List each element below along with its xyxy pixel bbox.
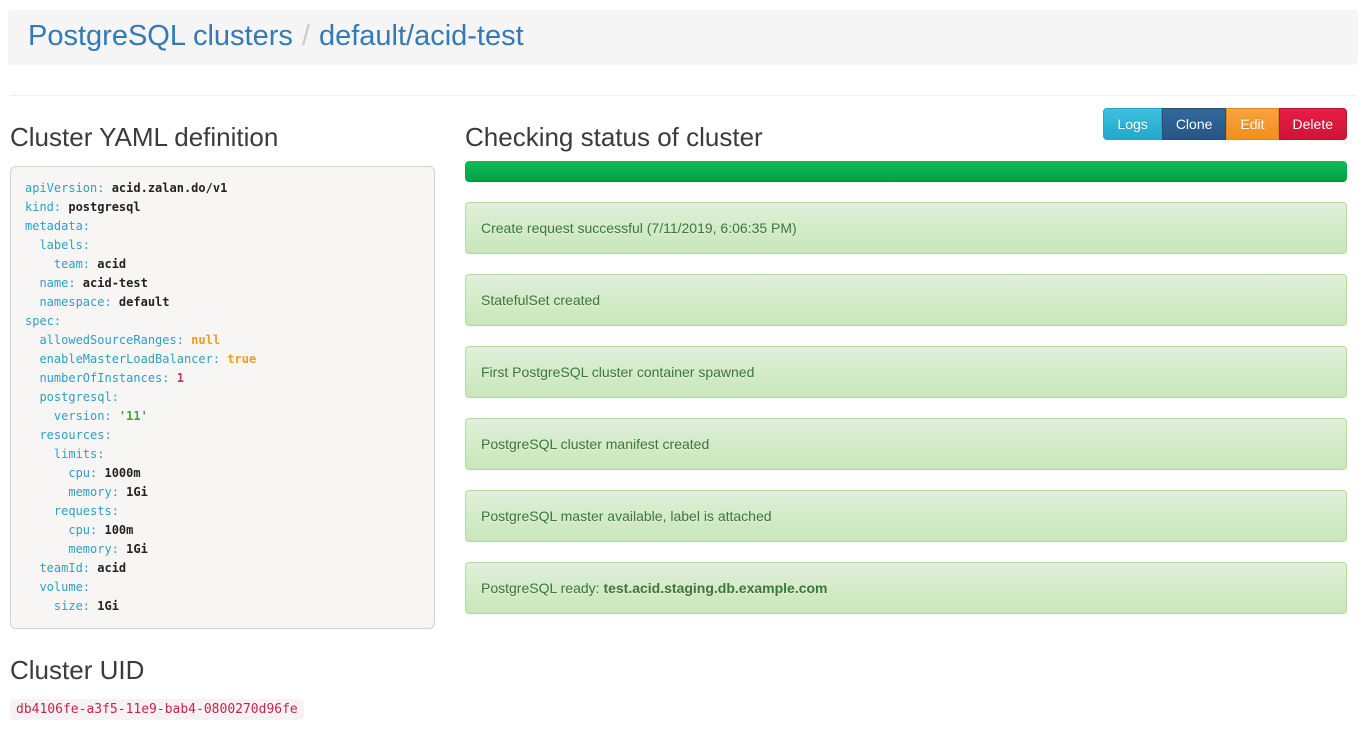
- yaml-key: allowedSourceRanges:: [25, 333, 184, 347]
- yaml-key: name:: [25, 276, 76, 290]
- yaml-value: 1Gi: [118, 485, 148, 499]
- yaml-value: acid: [90, 561, 127, 575]
- yaml-value: 1: [169, 371, 184, 385]
- breadcrumb-current-cluster-link[interactable]: default/acid-test: [318, 20, 524, 52]
- yaml-line: volume:: [25, 578, 420, 597]
- breadcrumb-separator: /: [301, 20, 310, 52]
- cluster-yaml-definition: apiVersion: acid.zalan.do/v1 kind: postgr…: [10, 166, 435, 629]
- status-section-title: Checking status of cluster: [465, 122, 763, 152]
- yaml-key: size:: [25, 599, 91, 613]
- yaml-key: memory:: [25, 485, 119, 499]
- yaml-section-title: Cluster YAML definition: [10, 122, 279, 152]
- status-column: Checking status of cluster Logs Clone Edit…: [465, 96, 1347, 720]
- status-message-list: Create request successful (7/11/2019, 6:…: [465, 202, 1347, 614]
- edit-button[interactable]: Edit: [1226, 108, 1279, 140]
- yaml-line: memory: 1Gi: [25, 540, 420, 559]
- status-alert-text: Create request successful (7/11/2019, 6:…: [481, 220, 797, 236]
- status-alert: First PostgreSQL cluster container spawn…: [465, 346, 1347, 398]
- cluster-uid-value: db4106fe-a3f5-11e9-bab4-0800270d96fe: [10, 699, 304, 720]
- yaml-key: version:: [25, 409, 112, 423]
- status-alert: PostgreSQL master available, label is at…: [465, 490, 1347, 542]
- status-alert-text: First PostgreSQL cluster container spawn…: [481, 364, 755, 380]
- yaml-line: kind: postgresql: [25, 198, 420, 217]
- yaml-value: '11': [111, 409, 148, 423]
- yaml-line: team: acid: [25, 255, 420, 274]
- yaml-key: cpu:: [25, 466, 98, 480]
- clone-button[interactable]: Clone: [1161, 108, 1227, 140]
- header-divider: [10, 95, 1356, 96]
- uid-section-title: Cluster UID: [10, 655, 145, 685]
- yaml-key: cpu:: [25, 523, 98, 537]
- status-alert: PostgreSQL cluster manifest created: [465, 418, 1347, 470]
- main-content: Cluster YAML definition apiVersion: acid…: [0, 96, 1366, 720]
- yaml-key: memory:: [25, 542, 119, 556]
- breadcrumb: PostgreSQL clusters / default/acid-test: [8, 10, 1358, 65]
- yaml-key: enableMasterLoadBalancer:: [25, 352, 221, 366]
- yaml-line: postgresql:: [25, 388, 420, 407]
- yaml-value: 1Gi: [90, 599, 119, 613]
- yaml-line: teamId: acid: [25, 559, 420, 578]
- yaml-value: 1000m: [97, 466, 141, 480]
- yaml-key: labels:: [25, 238, 91, 252]
- yaml-key: metadata:: [25, 219, 91, 233]
- yaml-key: requests:: [25, 504, 119, 518]
- yaml-line: cpu: 100m: [25, 521, 420, 540]
- delete-button[interactable]: Delete: [1278, 108, 1347, 140]
- status-header: Checking status of cluster Logs Clone Edit…: [465, 96, 1347, 152]
- yaml-line: allowedSourceRanges: null: [25, 331, 420, 350]
- status-alert-text: PostgreSQL cluster manifest created: [481, 436, 710, 452]
- yaml-key: limits:: [25, 447, 105, 461]
- yaml-value: 100m: [97, 523, 134, 537]
- yaml-key: namespace:: [25, 295, 112, 309]
- yaml-line: version: '11': [25, 407, 420, 426]
- yaml-key: volume:: [25, 580, 91, 594]
- yaml-value: true: [220, 352, 257, 366]
- status-alert-text: PostgreSQL master available, label is at…: [481, 508, 772, 524]
- yaml-line: size: 1Gi: [25, 597, 420, 616]
- yaml-line: labels:: [25, 236, 420, 255]
- yaml-key: teamId:: [25, 561, 91, 575]
- breadcrumb-clusters-link[interactable]: PostgreSQL clusters: [28, 20, 293, 52]
- yaml-line: memory: 1Gi: [25, 483, 420, 502]
- yaml-value: null: [183, 333, 221, 347]
- logs-button[interactable]: Logs: [1103, 108, 1162, 140]
- yaml-column: Cluster YAML definition apiVersion: acid…: [10, 96, 435, 720]
- yaml-line: numberOfInstances: 1: [25, 369, 420, 388]
- status-alert: StatefulSet created: [465, 274, 1347, 326]
- yaml-line: requests:: [25, 502, 420, 521]
- yaml-key: spec:: [25, 314, 62, 328]
- cluster-action-buttons: Logs Clone Edit Delete: [1103, 108, 1347, 140]
- yaml-line: cpu: 1000m: [25, 464, 420, 483]
- yaml-key: kind:: [25, 200, 62, 214]
- yaml-value: acid.zalan.do/v1: [104, 181, 228, 195]
- yaml-line: enableMasterLoadBalancer: true: [25, 350, 420, 369]
- yaml-value: 1Gi: [118, 542, 148, 556]
- yaml-value: acid: [90, 257, 127, 271]
- status-alert: PostgreSQL ready: test.acid.staging.db.e…: [465, 562, 1347, 614]
- yaml-line: resources:: [25, 426, 420, 445]
- yaml-line: metadata:: [25, 217, 420, 236]
- yaml-line: limits:: [25, 445, 420, 464]
- yaml-key: numberOfInstances:: [25, 371, 170, 385]
- yaml-key: apiVersion:: [25, 181, 105, 195]
- status-progress-track: [465, 161, 1347, 182]
- status-progress-bar: [465, 161, 1347, 182]
- status-alert-text: PostgreSQL ready:: [481, 580, 604, 596]
- status-alert-text: StatefulSet created: [481, 292, 601, 308]
- yaml-line: apiVersion: acid.zalan.do/v1: [25, 179, 420, 198]
- yaml-key: team:: [25, 257, 91, 271]
- yaml-value: default: [111, 295, 170, 309]
- status-alert: Create request successful (7/11/2019, 6:…: [465, 202, 1347, 254]
- yaml-line: namespace: default: [25, 293, 420, 312]
- yaml-value: postgresql: [61, 200, 141, 214]
- status-alert-bold-text: test.acid.staging.db.example.com: [603, 580, 828, 596]
- yaml-line: name: acid-test: [25, 274, 420, 293]
- yaml-key: postgresql:: [25, 390, 119, 404]
- yaml-key: resources:: [25, 428, 112, 442]
- yaml-line: spec:: [25, 312, 420, 331]
- yaml-value: acid-test: [75, 276, 148, 290]
